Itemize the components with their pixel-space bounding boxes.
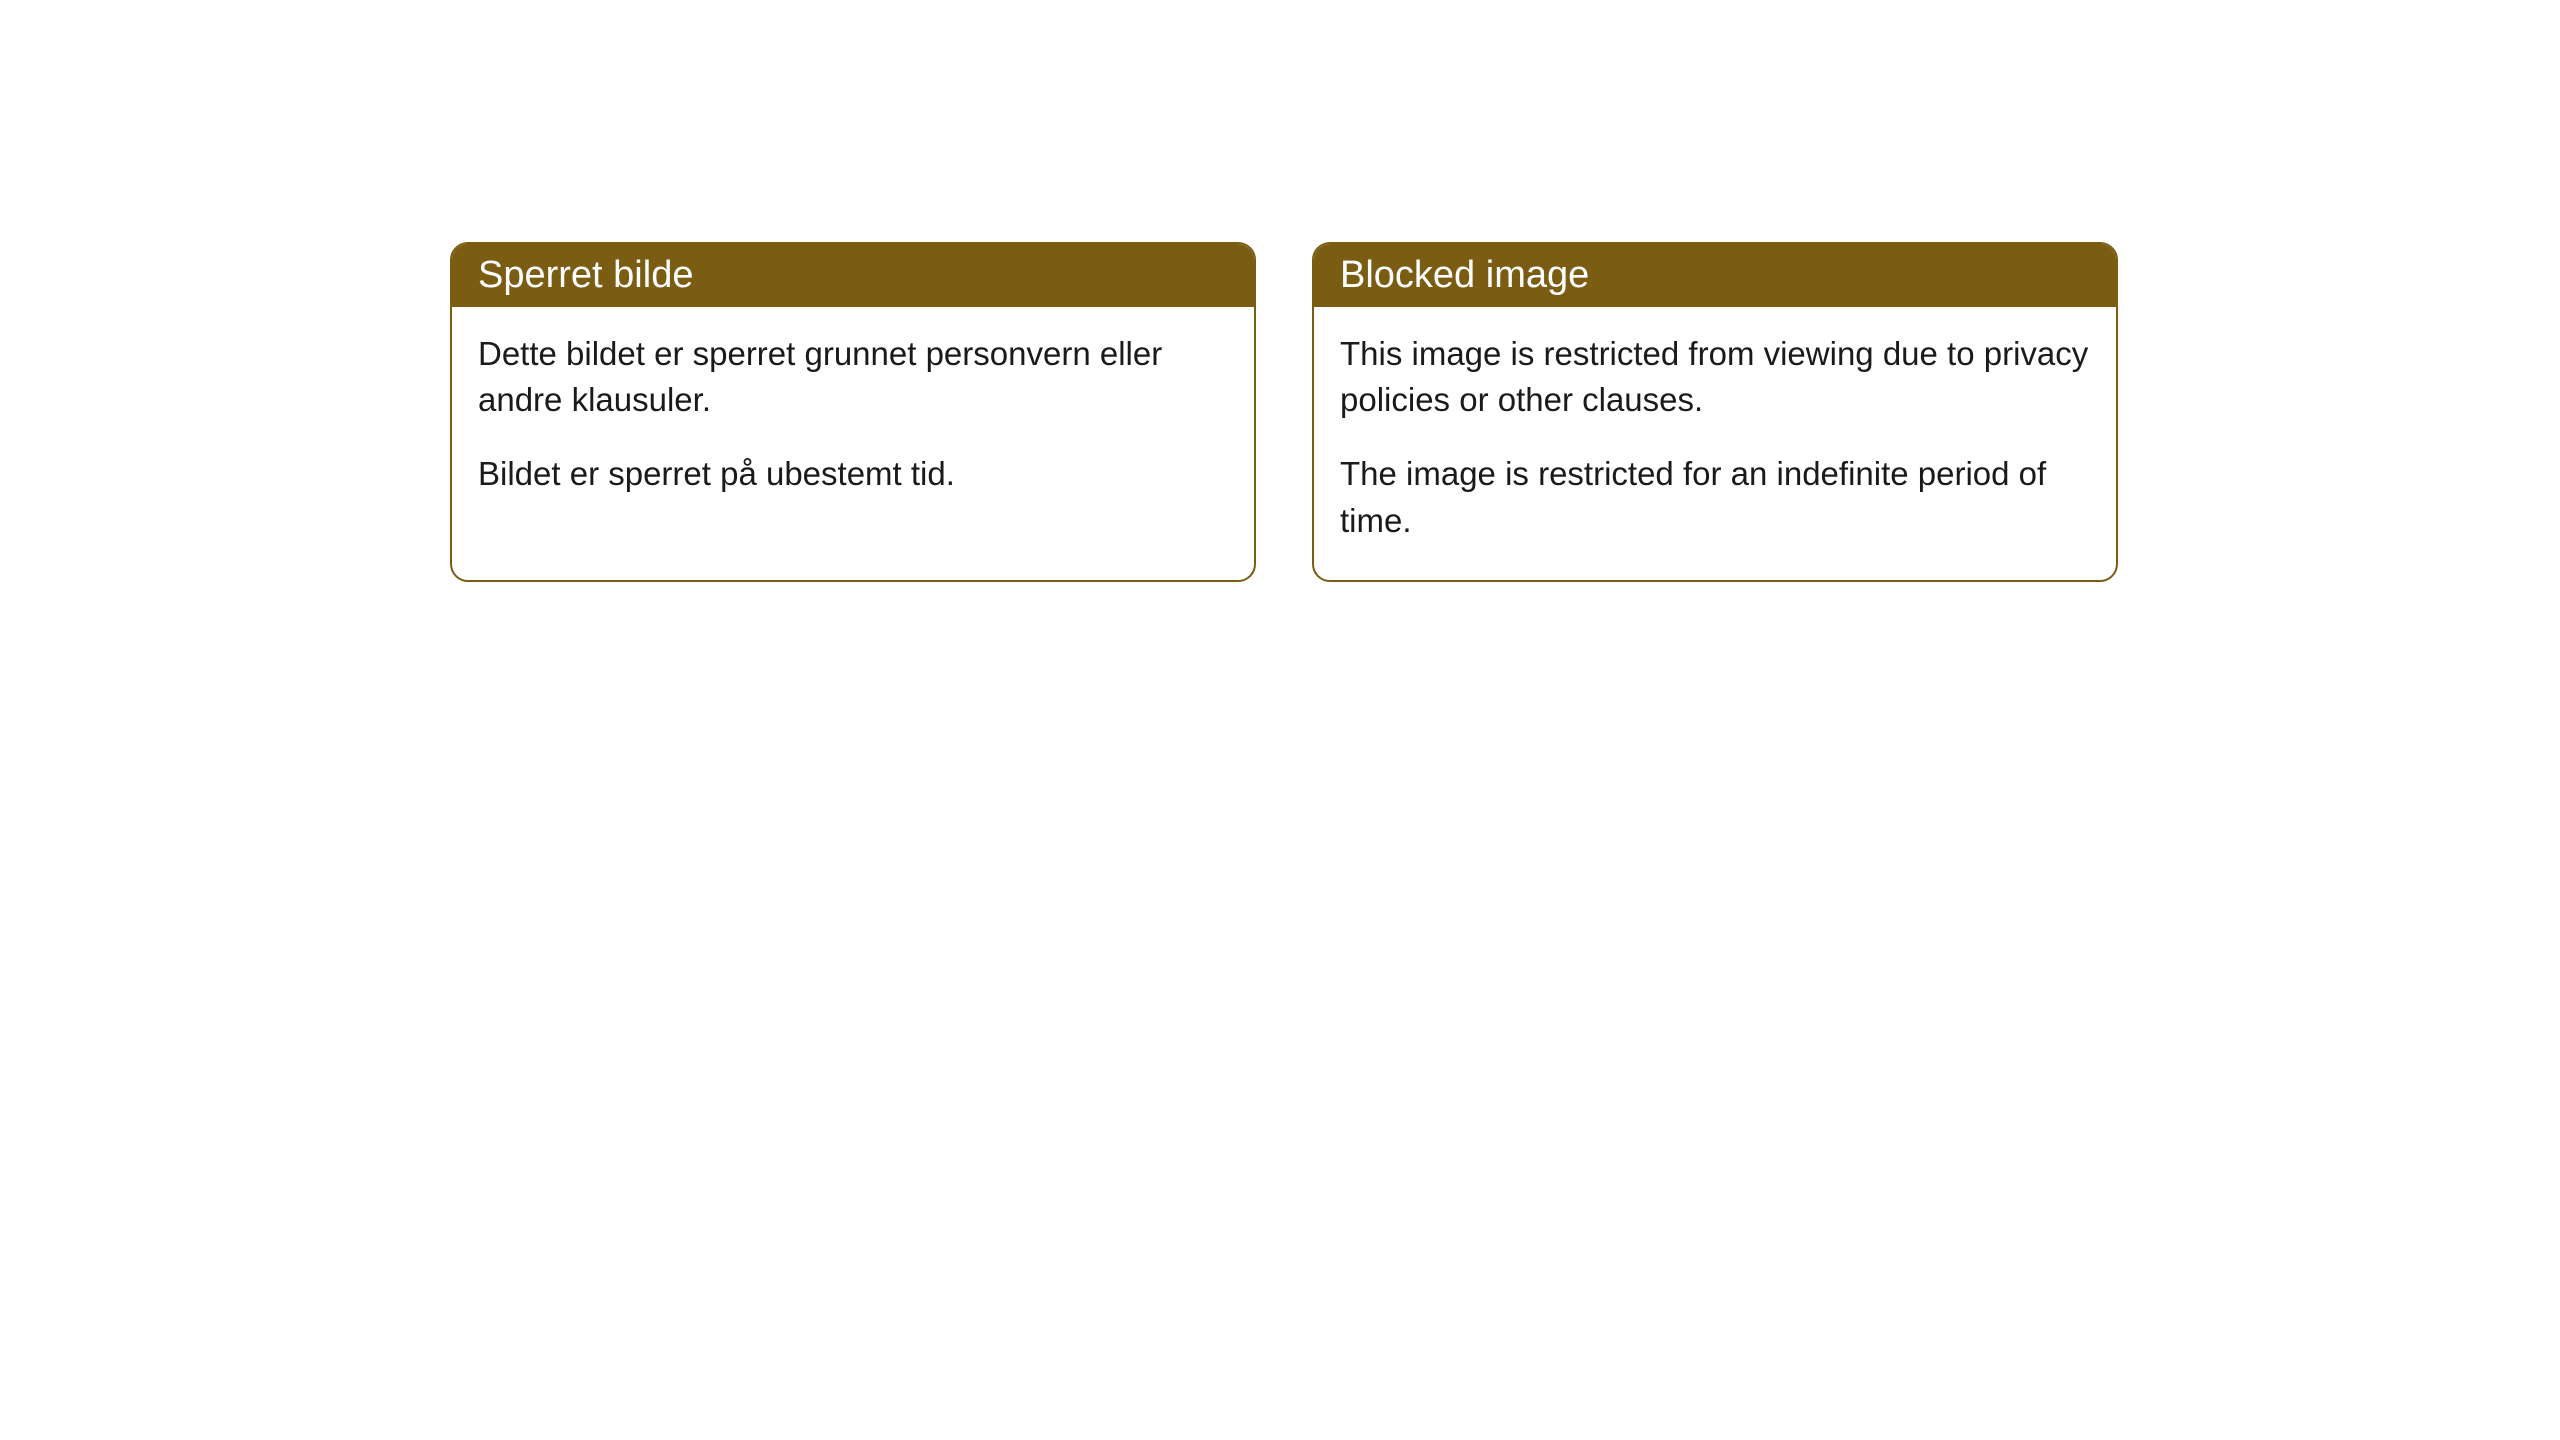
card-title: Sperret bilde xyxy=(478,254,693,296)
notice-card-norwegian: Sperret bilde Dette bildet er sperret gr… xyxy=(450,242,1256,582)
card-paragraph: Bildet er sperret på ubestemt tid. xyxy=(478,451,1228,497)
card-body-english: This image is restricted from viewing du… xyxy=(1314,307,2116,580)
notice-card-english: Blocked image This image is restricted f… xyxy=(1312,242,2118,582)
notice-cards-container: Sperret bilde Dette bildet er sperret gr… xyxy=(450,242,2118,582)
card-header-norwegian: Sperret bilde xyxy=(452,244,1254,307)
card-title: Blocked image xyxy=(1340,254,1589,296)
card-paragraph: The image is restricted for an indefinit… xyxy=(1340,451,2090,543)
card-header-english: Blocked image xyxy=(1314,244,2116,307)
card-paragraph: This image is restricted from viewing du… xyxy=(1340,331,2090,423)
card-paragraph: Dette bildet er sperret grunnet personve… xyxy=(478,331,1228,423)
card-body-norwegian: Dette bildet er sperret grunnet personve… xyxy=(452,307,1254,534)
